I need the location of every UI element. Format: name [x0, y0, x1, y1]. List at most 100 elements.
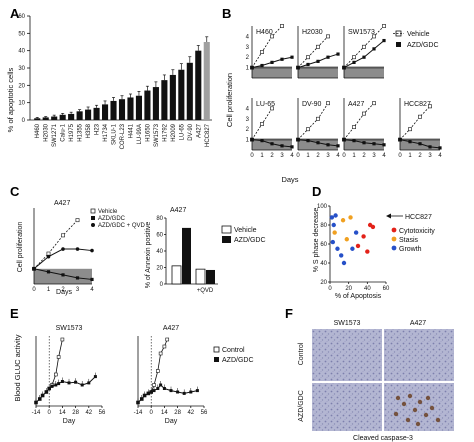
scatter-point-stasis: [344, 237, 349, 242]
scatter-point-growth: [331, 222, 336, 228]
x-tick-label: 60: [383, 286, 390, 292]
scatter-point-stasis: [348, 215, 353, 220]
shaded-region: [298, 139, 338, 150]
drug-qvd-point: [46, 254, 51, 259]
x-tick-label: 2: [316, 153, 320, 159]
drug-point: [169, 389, 173, 393]
x-tick-label: 2: [418, 153, 422, 159]
legend-drug-swatch: [222, 236, 231, 243]
y-tick-label: 0: [22, 118, 26, 124]
x-tick-label: 14: [59, 410, 66, 416]
category-label: Calu-1: [61, 123, 67, 141]
vehicle-point: [408, 127, 412, 132]
x-tick-label: 42: [85, 410, 92, 416]
annotation-arrowhead-icon: [386, 213, 391, 219]
scatter-point-growth: [333, 213, 338, 218]
baseline: [252, 66, 292, 69]
x-tick-label: 0: [150, 410, 154, 416]
drug-point: [336, 144, 340, 148]
x-tick-label: 0: [250, 153, 254, 159]
drug-point: [61, 273, 65, 277]
vehicle-point: [352, 125, 356, 130]
category-label: SKLU-1: [112, 123, 118, 145]
category-label: SW1271: [52, 123, 58, 147]
x-label-qvd: +QVD: [197, 288, 214, 294]
stain-spot: [401, 401, 407, 407]
baseline: [344, 66, 384, 69]
y-tick-label: 60: [320, 242, 327, 248]
legend-drug-label: AZD/GDC: [407, 42, 439, 49]
panel-e-legend: Control AZD/GDC: [213, 346, 254, 364]
y-tick-label: 3: [246, 117, 250, 123]
panel-d-annotation: HCC827: [405, 214, 432, 221]
drug-point: [280, 144, 284, 148]
vehicle-point: [75, 218, 80, 223]
x-tick-label: 4: [438, 153, 442, 159]
bar-h460: [34, 118, 41, 120]
category-label: H1734: [103, 123, 109, 141]
panel-c-bar-legend-drug: AZD/GDC: [234, 237, 266, 244]
panel-c-line-plot: 0 1 2 3 4: [32, 208, 94, 293]
vehicle-point: [316, 116, 320, 121]
x-tick-label: 3: [76, 287, 80, 293]
x-tick-label: -14: [32, 410, 41, 416]
drug-point: [326, 143, 330, 147]
y-tick-label: 20: [156, 266, 163, 272]
scatter-point-growth: [329, 215, 335, 220]
x-tick-label: 4: [290, 153, 294, 159]
vehicle-line: [399, 106, 431, 140]
legend-vehicle-icon: [90, 208, 96, 214]
stain-spot: [405, 417, 411, 423]
y-tick-label: 2: [246, 55, 250, 61]
panel-d-legend: Cytotoxicity Stasis Growth: [391, 227, 435, 253]
drug-point: [306, 62, 310, 67]
x-tick-label: 0: [398, 153, 402, 159]
legend-dot-icon: [391, 227, 397, 233]
x-tick-label: 1: [306, 153, 310, 159]
y-tick-label: 40: [320, 261, 327, 267]
x-tick-label: 0: [48, 410, 52, 416]
bar-h2030: [42, 117, 49, 120]
legend-drug-icon: [91, 216, 95, 220]
vehicle-point: [352, 55, 356, 60]
subplot-title: H2030: [302, 29, 323, 36]
drug-point: [80, 383, 84, 387]
category-label: H2009: [171, 123, 177, 141]
drug-point: [60, 380, 64, 383]
subplot-title: LU-65: [256, 101, 275, 108]
y-tick-label: 50: [18, 31, 25, 37]
x-tick-label: 1: [47, 287, 51, 293]
drug-qvd-point: [61, 247, 65, 251]
x-tick-label: 4: [382, 153, 386, 159]
panel-a-ylabel: % of apoptotic cells: [6, 67, 15, 132]
shaded-region: [298, 67, 338, 78]
drug-point: [270, 142, 274, 146]
drug-point: [47, 387, 51, 390]
drug-point: [362, 55, 366, 59]
shaded-region: [344, 139, 384, 150]
panel-b-ylabel: Cell proliferation: [225, 73, 234, 127]
x-tick-label: 42: [187, 410, 194, 416]
scatter-point-stasis: [332, 230, 337, 235]
y-tick-label: 40: [156, 249, 163, 255]
x-tick-label: 2: [270, 153, 274, 159]
subplot-title: HCC827: [404, 101, 431, 108]
drug-point: [250, 138, 254, 142]
x-tick-label: 1: [260, 153, 264, 159]
baseline: [400, 138, 440, 141]
subplot-title: DV-90: [302, 101, 322, 108]
x-tick-label: 2: [61, 287, 65, 293]
scatter-point-cytotoxicity: [355, 243, 361, 249]
bar-h1734: [101, 104, 109, 120]
category-label: H2030: [44, 123, 50, 141]
control-point: [162, 344, 167, 349]
bar-hcc827: [203, 42, 210, 120]
y-tick-label: 1: [246, 66, 250, 72]
drug-point: [90, 277, 94, 282]
legend-dot-icon: [391, 236, 397, 242]
micrograph-control-sw1573: [312, 329, 382, 381]
x-tick-label: 3: [280, 153, 284, 159]
baseline: [298, 138, 338, 141]
